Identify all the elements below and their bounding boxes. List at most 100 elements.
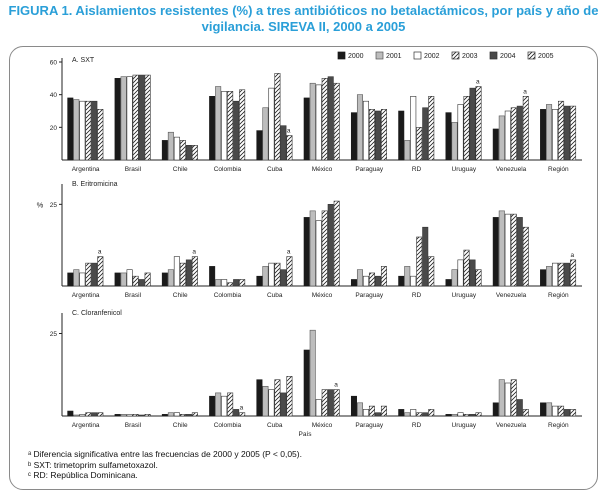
bar-2001	[262, 266, 269, 287]
bar-2001	[120, 414, 127, 417]
bar-2000	[256, 130, 263, 161]
bar-2004	[374, 412, 381, 417]
bar-2003	[85, 100, 92, 161]
bar-2004	[185, 259, 192, 287]
x-tick-label: RD	[412, 166, 422, 173]
bar-2001	[120, 76, 127, 161]
bar-2004	[327, 389, 334, 417]
significance-mark: a	[571, 252, 575, 259]
bar-2003	[510, 213, 517, 287]
bar-2004	[516, 399, 523, 417]
bar-2000	[540, 109, 547, 161]
bar-2005	[333, 82, 340, 161]
x-tick-label: Venezuela	[496, 422, 527, 429]
bar-2002	[126, 269, 133, 287]
bar-2003	[416, 412, 423, 417]
bar-2002	[362, 100, 369, 161]
legend-label: 2001	[386, 53, 402, 60]
y-tick-label: 60	[50, 60, 58, 67]
x-tick-label: Brasil	[125, 422, 142, 429]
bar-2003	[274, 73, 281, 161]
bar-2004	[374, 110, 381, 161]
bar-2004	[280, 125, 287, 161]
bar-2004	[91, 412, 98, 417]
footnote-rd: ᶜ RD: República Dominicana.	[28, 470, 138, 480]
bar-2001	[309, 329, 316, 417]
legend-swatch	[489, 51, 498, 60]
bar-2003	[510, 379, 517, 417]
y-axis-label: %	[37, 200, 44, 209]
x-axis-label: País	[298, 431, 312, 438]
legend-swatch	[337, 51, 346, 60]
x-tick-label: RD	[412, 292, 422, 299]
bar-2001	[356, 269, 363, 287]
bar-2001	[451, 122, 458, 161]
bar-2003	[132, 275, 139, 287]
bar-2002	[126, 76, 133, 161]
bar-2002	[504, 213, 511, 287]
y-tick-label: 25	[50, 202, 58, 209]
bar-2004	[185, 145, 192, 161]
bar-2002	[504, 110, 511, 161]
bar-2003	[179, 140, 186, 161]
bar-2000	[350, 279, 357, 287]
bar-2002	[79, 272, 86, 287]
x-tick-label: Uruguay	[452, 166, 477, 173]
bar-2001	[546, 402, 553, 417]
bar-2005	[144, 272, 151, 287]
bar-2001	[120, 272, 127, 287]
bar-2002	[79, 100, 86, 161]
bar-2002	[552, 109, 559, 161]
bar-2002	[315, 84, 322, 161]
bar-2004	[564, 105, 571, 161]
bar-2005	[239, 412, 246, 417]
bar-2002	[268, 262, 275, 287]
x-tick-label: Chile	[173, 166, 188, 173]
bar-2004	[422, 107, 429, 161]
bar-2002	[552, 262, 559, 287]
bar-2002	[173, 136, 180, 161]
bar-2003	[558, 262, 565, 287]
bar-2003	[510, 107, 517, 161]
bar-2000	[209, 266, 216, 287]
x-tick-label: Brasil	[125, 292, 142, 299]
bar-2004	[327, 204, 334, 287]
x-tick-label: Chile	[173, 292, 188, 299]
bar-2005	[428, 409, 435, 417]
x-tick-label: Cuba	[267, 292, 283, 299]
significance-mark: a	[240, 405, 244, 412]
bar-2001	[167, 412, 174, 417]
bar-2005	[475, 412, 482, 417]
x-tick-label: México	[312, 422, 333, 429]
bar-2004	[233, 100, 240, 161]
bar-2004	[516, 105, 523, 161]
bar-2000	[492, 402, 499, 417]
bar-2001	[498, 115, 505, 161]
bar-2001	[73, 99, 80, 161]
bar-2000	[114, 272, 121, 287]
bar-2003	[368, 109, 375, 161]
bar-2005	[239, 89, 246, 161]
bar-2002	[173, 256, 180, 287]
bar-2000	[445, 279, 452, 287]
significance-mark: a	[523, 88, 527, 95]
bar-2003	[558, 100, 565, 161]
bar-2005	[97, 109, 104, 161]
x-tick-label: Colombia	[214, 292, 242, 299]
bar-2003	[321, 78, 328, 161]
bar-2004	[327, 76, 334, 161]
bar-2000	[256, 379, 263, 417]
bar-2002	[126, 414, 133, 417]
legend-swatch	[375, 51, 384, 60]
bar-2002	[362, 275, 369, 287]
bar-2002	[173, 412, 180, 417]
bar-2005	[428, 256, 435, 287]
bar-2003	[368, 272, 375, 287]
bar-2005	[333, 389, 340, 417]
bar-2000	[114, 78, 121, 161]
bar-2002	[410, 409, 417, 417]
bar-2000	[67, 410, 74, 417]
bar-2000	[398, 110, 405, 161]
significance-mark: a	[476, 79, 480, 86]
